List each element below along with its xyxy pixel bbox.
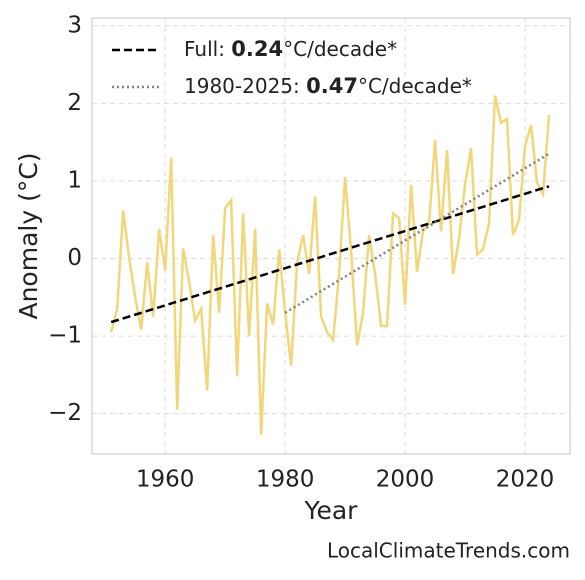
trend-line (284, 152, 550, 314)
legend-trend: 0.24 (231, 37, 283, 61)
x-tick-label: 1960 (136, 467, 195, 493)
legend-trend: 0.47 (306, 74, 358, 98)
x-axis-label: Year (304, 496, 359, 525)
plot-frame (91, 17, 571, 455)
y-tick-label: 2 (67, 90, 82, 116)
y-tick-label: 1 (67, 167, 82, 193)
legend-label: 1980-2025: 0.47°C/decade* (184, 74, 472, 99)
footer: LocalClimateTrends.com (327, 539, 570, 563)
y-axis-label: Anomaly (°C) (14, 152, 43, 319)
data-line (109, 95, 551, 435)
y-tick-label: 0 (67, 245, 82, 271)
x-tick-label: 2000 (376, 467, 435, 493)
y-tick-label: 3 (67, 12, 82, 38)
trend-line (110, 185, 550, 324)
legend-unit: °C/decade* (283, 37, 397, 61)
x-tick-label: 2020 (496, 467, 555, 493)
legend-name: Full: (184, 37, 225, 61)
y-tick-label: −1 (48, 323, 82, 349)
legend-name: 1980-2025: (184, 74, 300, 98)
legend-label: Full: 0.24°C/decade* (184, 37, 397, 62)
x-tick-label: 1980 (256, 467, 315, 493)
legend-unit: °C/decade* (358, 74, 472, 98)
y-tick-label: −2 (48, 400, 82, 426)
